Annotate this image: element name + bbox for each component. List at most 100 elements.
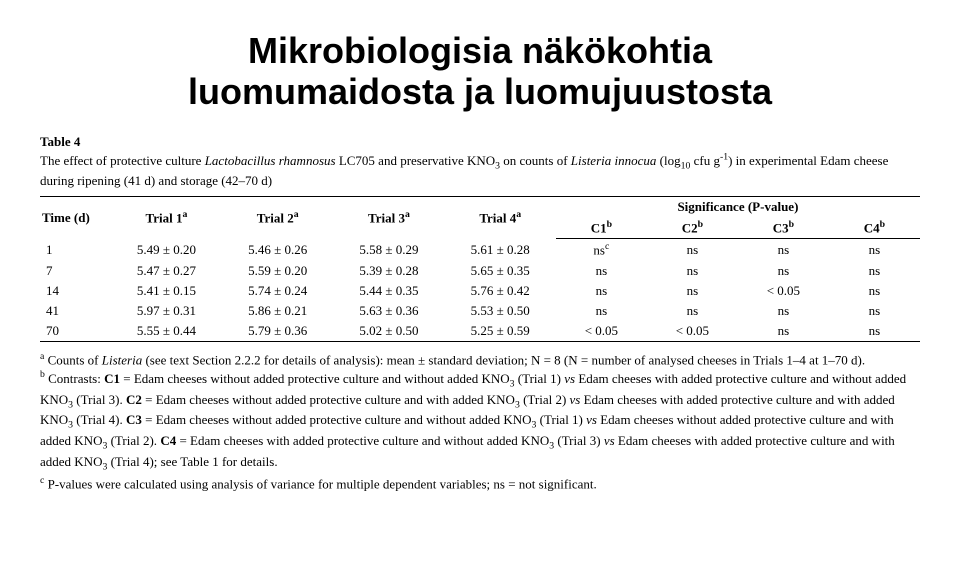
- footnote-italic: Listeria: [102, 352, 142, 367]
- table-row: 14 5.41 ± 0.15 5.74 ± 0.24 5.44 ± 0.35 5…: [40, 281, 920, 301]
- caption-frag: on counts of: [500, 153, 571, 168]
- caption-italic: Listeria innocua: [571, 153, 657, 168]
- cell-sig: ns: [738, 261, 829, 281]
- cell-value: 5.41 ± 0.15: [111, 281, 222, 301]
- cell-sig: nsc: [556, 239, 647, 261]
- header-label: Trial 3: [368, 211, 405, 226]
- cell-sig: ns: [647, 301, 738, 321]
- header-sup: b: [698, 219, 703, 230]
- cell-value: 5.58 ± 0.29: [333, 239, 444, 261]
- footnote-a: a Counts of Listeria (see text Section 2…: [40, 350, 920, 369]
- cell-value: 5.79 ± 0.36: [222, 321, 333, 342]
- header-label: C3: [773, 220, 789, 235]
- footnote-b-text: Contrasts: C1 = Edam cheeses without add…: [40, 371, 906, 469]
- caption-frag: The effect of protective culture: [40, 153, 205, 168]
- cell-sig: ns: [829, 281, 920, 301]
- caption-label: Table 4: [40, 134, 80, 149]
- cell-value: 5.46 ± 0.26: [222, 239, 333, 261]
- cell-value: 5.65 ± 0.35: [445, 261, 556, 281]
- cell-sig: ns: [738, 239, 829, 261]
- footnote-frag: (see text Section 2.2.2 for details of a…: [142, 352, 865, 367]
- cell-sig: ns: [647, 281, 738, 301]
- header-sup: a: [516, 209, 521, 220]
- cell-value: 5.74 ± 0.24: [222, 281, 333, 301]
- table-row: 1 5.49 ± 0.20 5.46 ± 0.26 5.58 ± 0.29 5.…: [40, 239, 920, 261]
- cell-value: 5.86 ± 0.21: [222, 301, 333, 321]
- cell-sig: ns: [738, 321, 829, 342]
- cell-sig: ns: [556, 281, 647, 301]
- table-row: 70 5.55 ± 0.44 5.79 ± 0.36 5.02 ± 0.50 5…: [40, 321, 920, 342]
- header-sup: a: [405, 209, 410, 220]
- cell-value: 5.59 ± 0.20: [222, 261, 333, 281]
- cell-sig: ns: [647, 261, 738, 281]
- footnote-b: b Contrasts: C1 = Edam cheeses without a…: [40, 368, 920, 473]
- cell-sig: ns: [829, 301, 920, 321]
- footnote-c: c P-values were calculated using analysi…: [40, 474, 920, 493]
- cell-sig-sup: c: [605, 241, 609, 252]
- footnote-frag: Counts of: [44, 352, 101, 367]
- cell-time: 1: [40, 239, 111, 261]
- caption-sub: 10: [681, 160, 691, 171]
- header-sup: a: [294, 209, 299, 220]
- cell-value: 5.55 ± 0.44: [111, 321, 222, 342]
- cell-sig: < 0.05: [556, 321, 647, 342]
- footnote-frag: P-values were calculated using analysis …: [44, 476, 596, 491]
- header-sup: b: [880, 219, 885, 230]
- cell-value: 5.63 ± 0.36: [333, 301, 444, 321]
- header-trial2: Trial 2a: [222, 196, 333, 238]
- caption-text: The effect of protective culture Lactoba…: [40, 153, 888, 189]
- header-c2: C2b: [647, 217, 738, 239]
- caption-frag: cfu g: [690, 153, 720, 168]
- cell-value: 5.02 ± 0.50: [333, 321, 444, 342]
- cell-value: 5.44 ± 0.35: [333, 281, 444, 301]
- header-c3: C3b: [738, 217, 829, 239]
- cell-sig: ns: [647, 239, 738, 261]
- header-label: C2: [682, 220, 698, 235]
- header-row-1: Time (d) Trial 1a Trial 2a Trial 3a Tria…: [40, 196, 920, 217]
- cell-value: 5.61 ± 0.28: [445, 239, 556, 261]
- cell-value: 5.47 ± 0.27: [111, 261, 222, 281]
- cell-value: 5.49 ± 0.20: [111, 239, 222, 261]
- header-trial1: Trial 1a: [111, 196, 222, 238]
- header-time: Time (d): [40, 196, 111, 238]
- cell-value: 5.97 ± 0.31: [111, 301, 222, 321]
- caption-frag: LC705 and preservative KNO: [336, 153, 496, 168]
- header-significance: Significance (P-value): [556, 196, 920, 217]
- cell-time: 41: [40, 301, 111, 321]
- data-table: Time (d) Trial 1a Trial 2a Trial 3a Tria…: [40, 196, 920, 342]
- footnotes: a Counts of Listeria (see text Section 2…: [40, 350, 920, 493]
- table-row: 7 5.47 ± 0.27 5.59 ± 0.20 5.39 ± 0.28 5.…: [40, 261, 920, 281]
- cell-sig: ns: [829, 261, 920, 281]
- cell-sig: ns: [829, 239, 920, 261]
- cell-sig: ns: [556, 301, 647, 321]
- cell-value: 5.25 ± 0.59: [445, 321, 556, 342]
- header-trial4: Trial 4a: [445, 196, 556, 238]
- cell-time: 70: [40, 321, 111, 342]
- cell-sig: ns: [829, 321, 920, 342]
- cell-sig-val: ns: [593, 243, 605, 258]
- cell-sig: < 0.05: [738, 281, 829, 301]
- header-sup: a: [182, 209, 187, 220]
- header-c4: C4b: [829, 217, 920, 239]
- cell-value: 5.53 ± 0.50: [445, 301, 556, 321]
- header-label: Trial 1: [146, 211, 183, 226]
- header-time-label: Time (d): [42, 210, 90, 225]
- cell-time: 14: [40, 281, 111, 301]
- caption-sup: -1: [720, 151, 728, 162]
- cell-value: 5.39 ± 0.28: [333, 261, 444, 281]
- page-title: Mikrobiologisia näkökohtia luomumaidosta…: [40, 30, 920, 113]
- table-row: 41 5.97 ± 0.31 5.86 ± 0.21 5.63 ± 0.36 5…: [40, 301, 920, 321]
- cell-sig: < 0.05: [647, 321, 738, 342]
- header-trial3: Trial 3a: [333, 196, 444, 238]
- table-caption: Table 4 The effect of protective culture…: [40, 133, 920, 190]
- cell-value: 5.76 ± 0.42: [445, 281, 556, 301]
- cell-sig: ns: [556, 261, 647, 281]
- caption-italic: Lactobacillus rhamnosus: [205, 153, 336, 168]
- title-line-1: Mikrobiologisia näkökohtia: [248, 30, 712, 71]
- caption-frag: (log: [656, 153, 680, 168]
- header-c1: C1b: [556, 217, 647, 239]
- header-label: Trial 2: [257, 211, 294, 226]
- header-label: C1: [591, 220, 607, 235]
- cell-time: 7: [40, 261, 111, 281]
- title-line-2: luomumaidosta ja luomujuustosta: [188, 71, 772, 112]
